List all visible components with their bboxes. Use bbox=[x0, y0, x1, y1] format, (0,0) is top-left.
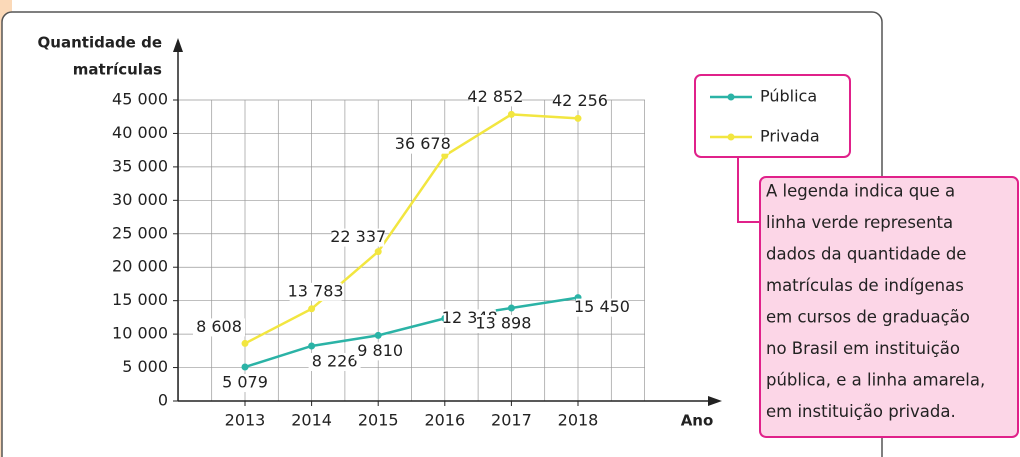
data-label: 13 783 bbox=[288, 281, 344, 300]
y-tick-label: 10 000 bbox=[112, 324, 168, 343]
y-tick-label: 15 000 bbox=[112, 290, 168, 309]
y-tick-label: 30 000 bbox=[112, 190, 168, 209]
label-bg bbox=[554, 92, 606, 111]
y-arrow bbox=[173, 38, 183, 52]
point bbox=[241, 339, 249, 347]
data-label: 8 608 bbox=[196, 317, 242, 336]
point bbox=[374, 248, 382, 256]
connector bbox=[737, 157, 760, 223]
label-bg bbox=[396, 135, 449, 154]
legend-label: Privada bbox=[760, 127, 820, 146]
point bbox=[308, 305, 316, 313]
y-axis-label: Quantidade de bbox=[38, 34, 162, 52]
y-tick-label: 0 bbox=[158, 391, 168, 410]
label-bg bbox=[354, 342, 407, 361]
point bbox=[374, 331, 382, 339]
callout-text: em cursos de graduação bbox=[766, 308, 970, 327]
legend-dot bbox=[727, 133, 735, 141]
legend-label: Pública bbox=[760, 87, 817, 106]
callout-text: linha verde representa bbox=[766, 213, 953, 232]
label-bg bbox=[576, 298, 628, 317]
series-line bbox=[244, 296, 579, 369]
x-axis-label: Ano bbox=[681, 412, 714, 430]
point bbox=[507, 110, 515, 118]
point bbox=[574, 114, 582, 122]
callout-text: matrículas de indígenas bbox=[766, 276, 964, 295]
label-bg bbox=[289, 282, 342, 301]
series-line bbox=[244, 113, 579, 345]
legend-dot bbox=[727, 93, 735, 101]
label-bg bbox=[219, 374, 271, 393]
data-label: 36 678 bbox=[395, 134, 451, 153]
x-tick-label: 2018 bbox=[558, 411, 599, 430]
x-tick-label: 2016 bbox=[424, 411, 465, 430]
point bbox=[507, 304, 515, 312]
y-tick-label: 20 000 bbox=[112, 257, 168, 276]
label-bg bbox=[332, 228, 385, 247]
x-arrow bbox=[708, 396, 722, 406]
label-bg bbox=[193, 318, 245, 337]
y-tick-label: 5 000 bbox=[122, 357, 168, 376]
callout-text: no Brasil em instituição bbox=[766, 339, 960, 358]
data-label: 22 337 bbox=[330, 227, 386, 246]
callout-text: dados da quantidade de bbox=[766, 245, 966, 264]
data-label: 13 898 bbox=[475, 314, 531, 333]
callout-text: A legenda indica que a bbox=[766, 182, 955, 201]
callout-text: em instituição privada. bbox=[766, 402, 956, 421]
data-label: 42 256 bbox=[552, 91, 608, 110]
y-tick-label: 40 000 bbox=[112, 123, 168, 142]
label-bg bbox=[469, 88, 522, 107]
x-tick-label: 2013 bbox=[225, 411, 266, 430]
x-tick-label: 2015 bbox=[358, 411, 399, 430]
label-bg bbox=[308, 352, 361, 371]
x-tick-label: 2014 bbox=[291, 411, 332, 430]
label-bg bbox=[477, 315, 530, 334]
point bbox=[441, 152, 449, 160]
data-label: 9 810 bbox=[357, 341, 403, 360]
y-axis-label: matrículas bbox=[73, 61, 162, 79]
callout bbox=[759, 176, 1019, 438]
y-tick-label: 45 000 bbox=[112, 90, 168, 109]
data-label: 5 079 bbox=[222, 373, 268, 392]
y-tick-label: 35 000 bbox=[112, 156, 168, 175]
y-tick-label: 25 000 bbox=[112, 223, 168, 242]
point bbox=[241, 363, 249, 371]
data-label: 15 450 bbox=[574, 297, 630, 316]
callout-text: pública, e a linha amarela, bbox=[766, 371, 985, 390]
data-label: 8 226 bbox=[312, 351, 358, 370]
x-tick-label: 2017 bbox=[491, 411, 532, 430]
point bbox=[308, 342, 316, 350]
data-label: 42 852 bbox=[467, 87, 523, 106]
